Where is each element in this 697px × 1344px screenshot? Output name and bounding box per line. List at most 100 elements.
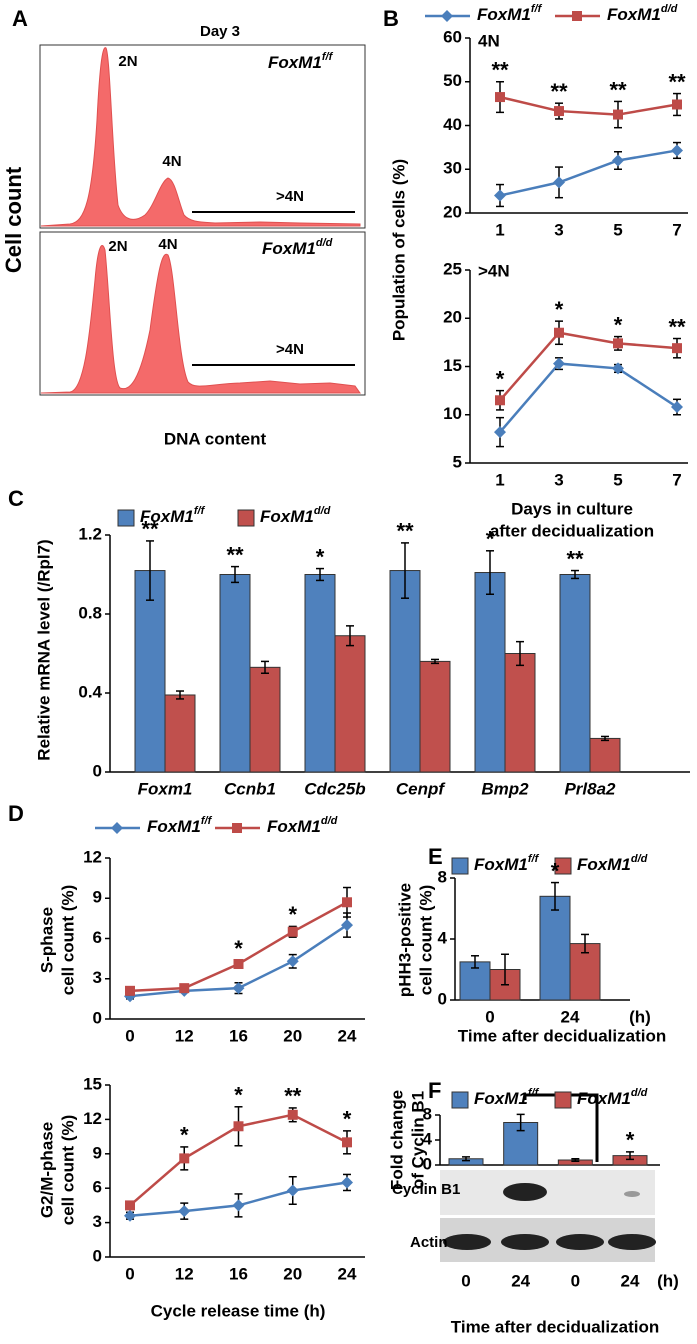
annotation: ** (226, 542, 244, 567)
data-point (342, 897, 352, 908)
annotation: * (555, 297, 564, 322)
x-tick-label: 24 (561, 1007, 580, 1026)
bar (249, 666, 281, 773)
legend-name: FoxM1 (260, 507, 314, 526)
bar (589, 737, 621, 773)
data-point (179, 983, 190, 994)
x-tick-label: 1 (495, 470, 504, 489)
legend-swatch (237, 509, 255, 527)
blot-band (443, 1234, 491, 1250)
plot-frame (39, 44, 366, 229)
genotype-label: FoxM1f/f (268, 51, 334, 73)
data-point (554, 327, 564, 338)
annotation: * (486, 527, 495, 552)
legend-name: FoxM1 (140, 507, 194, 526)
data-point (286, 955, 299, 968)
genotype-sup: d/d (316, 237, 333, 249)
annotation: * (234, 936, 243, 961)
legend-sup: f/f (531, 3, 543, 15)
annotation: ** (550, 79, 568, 104)
data-point (341, 919, 353, 932)
annotation: * (234, 1083, 243, 1108)
bar (504, 653, 536, 773)
blot-band (608, 1234, 656, 1250)
blot-band (501, 1234, 549, 1250)
legend-entry: FoxM1f/f (474, 853, 540, 875)
y-tick-label: 9 (93, 1143, 102, 1162)
data-point (672, 99, 682, 110)
legend-sup: f/f (528, 1087, 540, 1099)
data-point (341, 1176, 353, 1189)
legend-marker (111, 822, 123, 834)
data-point (671, 401, 683, 414)
plot-frame (39, 231, 366, 396)
y-tick-label: 0 (93, 1008, 102, 1027)
legend-swatch (117, 509, 135, 527)
data-point (671, 144, 683, 157)
legend-sup: d/d (631, 1087, 648, 1099)
y-tick-label: 0 (423, 1154, 432, 1173)
bar (334, 635, 366, 773)
legend-marker (572, 11, 582, 21)
y-axis-label: of Cyclin B1 (408, 1091, 427, 1189)
y-axis-label: pHH3-positive (395, 883, 414, 997)
x-unit: (h) (657, 1271, 679, 1290)
annotation: ** (566, 546, 584, 571)
annotation: * (496, 366, 505, 391)
x-axis-label: Time after decidualization (458, 1026, 666, 1045)
y-axis-label: Cell count (1, 166, 26, 273)
data-point (495, 395, 505, 406)
legend-entry: FoxM1f/f (477, 3, 543, 25)
x-tick-label: Cenpf (396, 779, 447, 798)
annotation: ** (609, 77, 627, 102)
x-tick-label: 0 (125, 1026, 134, 1045)
annotation: ** (668, 69, 686, 94)
x-axis-label: DNA content (164, 429, 267, 448)
data-point (233, 958, 244, 969)
y-tick-label: 0.8 (78, 603, 102, 622)
data-line (499, 149, 678, 197)
legend-entry: FoxM1d/d (577, 1087, 648, 1109)
data-point (125, 985, 135, 996)
data-point (233, 1121, 244, 1132)
legend-sup: d/d (631, 853, 648, 865)
y-tick-label: 3 (93, 968, 102, 987)
data-point (494, 426, 506, 439)
annotation: ** (141, 517, 159, 542)
x-tick-label: 7 (672, 470, 681, 489)
bar (304, 574, 336, 773)
y-tick-label: 0.4 (78, 682, 102, 701)
legend-name: FoxM1 (577, 1089, 631, 1108)
annotation: * (288, 902, 297, 927)
data-line (499, 95, 678, 116)
panel-label: D (8, 801, 24, 826)
x-tick-label: 0 (125, 1264, 134, 1283)
genotype: FoxM1 (268, 53, 322, 72)
bar (539, 895, 571, 1001)
y-axis-label: Relative mRNA level (/Rpl7) (34, 539, 53, 760)
data-point (613, 338, 623, 349)
y-axis-label: cell count (%) (58, 885, 77, 996)
panel-label: C (8, 486, 24, 511)
data-point (494, 189, 506, 202)
legend-entry: FoxM1d/d (607, 3, 678, 25)
legend-entry: FoxM1f/f (474, 1087, 540, 1109)
legend-sup: d/d (661, 3, 678, 15)
annotation: ** (491, 58, 509, 83)
y-tick-label: 0 (93, 761, 102, 780)
data-point (613, 109, 623, 120)
legend-name: FoxM1 (474, 1089, 528, 1108)
data-point (179, 1153, 190, 1164)
legend-entry: FoxM1f/f (147, 815, 213, 837)
annotation: * (614, 312, 623, 337)
annotation: ** (396, 519, 414, 544)
genotype-label: FoxM1d/d (262, 237, 333, 259)
y-tick-label: 60 (443, 27, 462, 46)
genotype-sup: f/f (322, 51, 334, 63)
data-point (287, 926, 298, 937)
gate-label: >4N (276, 188, 304, 205)
bar (164, 694, 196, 773)
x-tick-label: 24 (338, 1264, 357, 1283)
y-tick-label: 20 (443, 202, 462, 221)
